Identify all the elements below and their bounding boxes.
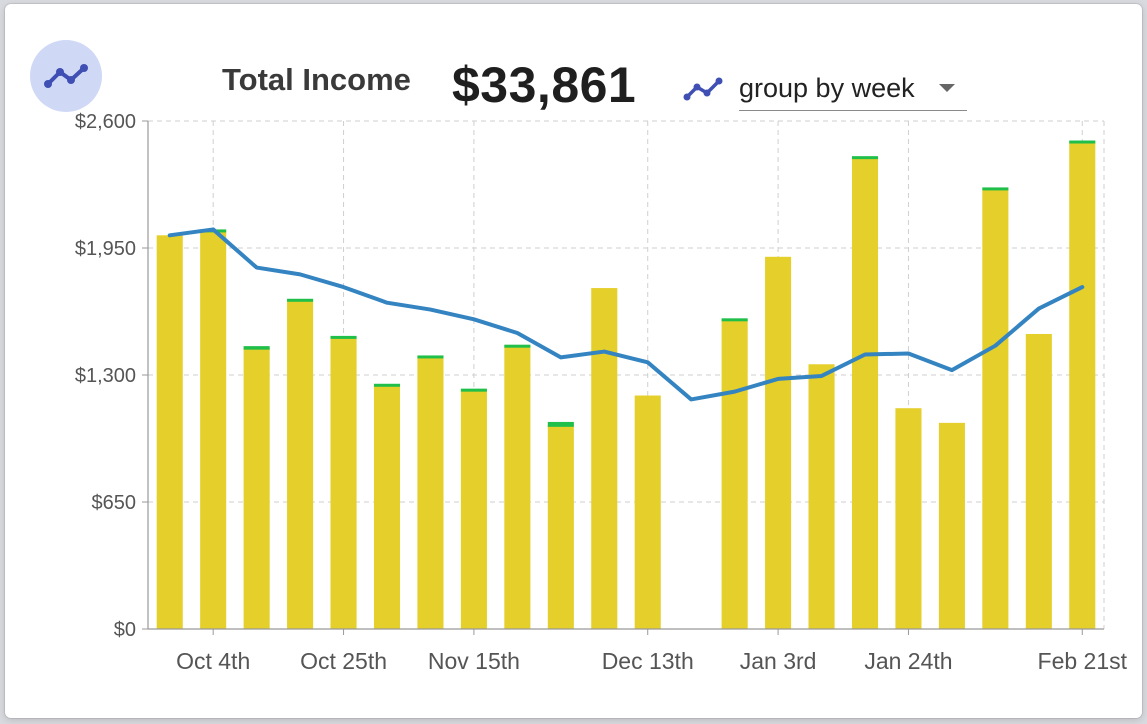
line-chart-icon	[44, 64, 88, 88]
bar-cap	[330, 335, 357, 339]
bar-cap	[1069, 140, 1096, 144]
y-tick-label: $650	[92, 492, 137, 514]
bar	[460, 389, 487, 629]
y-tick-label: $0	[114, 619, 136, 641]
bar-cap	[243, 346, 270, 350]
x-tick-label: Jan 3rd	[740, 648, 817, 674]
income-chart-dialog: Total Income $33,861 group by week $0 $65…	[5, 4, 1142, 718]
x-tick-label: Dec 13th	[602, 648, 694, 674]
bar	[373, 384, 401, 629]
bar-cap	[373, 383, 401, 387]
bar	[1069, 141, 1096, 629]
y-tick-label: $1,300	[75, 365, 136, 387]
x-tick-label: Oct 4th	[176, 648, 250, 674]
bar	[808, 364, 835, 629]
bar	[1025, 333, 1052, 629]
bar	[982, 188, 1009, 629]
bar-cap	[417, 355, 444, 359]
bar	[634, 395, 661, 629]
total-income-value: $33,861	[452, 57, 637, 113]
bar	[591, 288, 618, 629]
trend-line	[167, 227, 1085, 402]
chart-title: Total Income	[222, 62, 411, 97]
bar	[895, 408, 922, 629]
x-tick-label: Jan 24th	[864, 648, 952, 674]
axis-layer: $0 $650 $1,300 $1,950 $2,600 Oct 4th Oct 25th N…	[75, 111, 1128, 674]
bar-cap	[547, 421, 574, 427]
bar-cap	[982, 187, 1009, 191]
bar	[243, 347, 270, 629]
bar	[287, 299, 314, 629]
bar-cap	[851, 156, 879, 160]
bar-cap	[287, 298, 314, 302]
bar	[504, 345, 531, 629]
y-tick-label: $1,950	[75, 238, 136, 260]
line-layer	[167, 227, 1085, 402]
group-by-field[interactable]: group by week	[739, 66, 967, 111]
bar	[765, 256, 792, 629]
bar	[547, 424, 574, 629]
x-tick-label: Oct 25th	[300, 648, 387, 674]
bar-cap	[721, 318, 748, 322]
bar-cap	[460, 388, 487, 392]
group-by-value: group by week	[739, 72, 915, 103]
x-tick-label: Nov 15th	[428, 648, 520, 674]
y-tick-label: $2,600	[75, 111, 136, 133]
bar	[938, 422, 965, 629]
bar-cap	[504, 344, 531, 348]
bar	[330, 336, 357, 629]
bar	[200, 230, 227, 629]
bar	[721, 319, 748, 629]
trend-line-icon	[683, 77, 723, 100]
bar-layer	[156, 140, 1096, 630]
group-by-select[interactable]: group by week	[683, 66, 967, 111]
bar	[851, 157, 879, 629]
bar	[417, 356, 444, 629]
chevron-down-icon[interactable]	[939, 84, 955, 92]
x-tick-label: Feb 21st	[1038, 648, 1128, 674]
income-chart: $0 $650 $1,300 $1,950 $2,600 Oct 4th Oct 25th N…	[75, 111, 1128, 674]
chart-icon-badge	[30, 40, 102, 112]
bar	[156, 235, 183, 630]
